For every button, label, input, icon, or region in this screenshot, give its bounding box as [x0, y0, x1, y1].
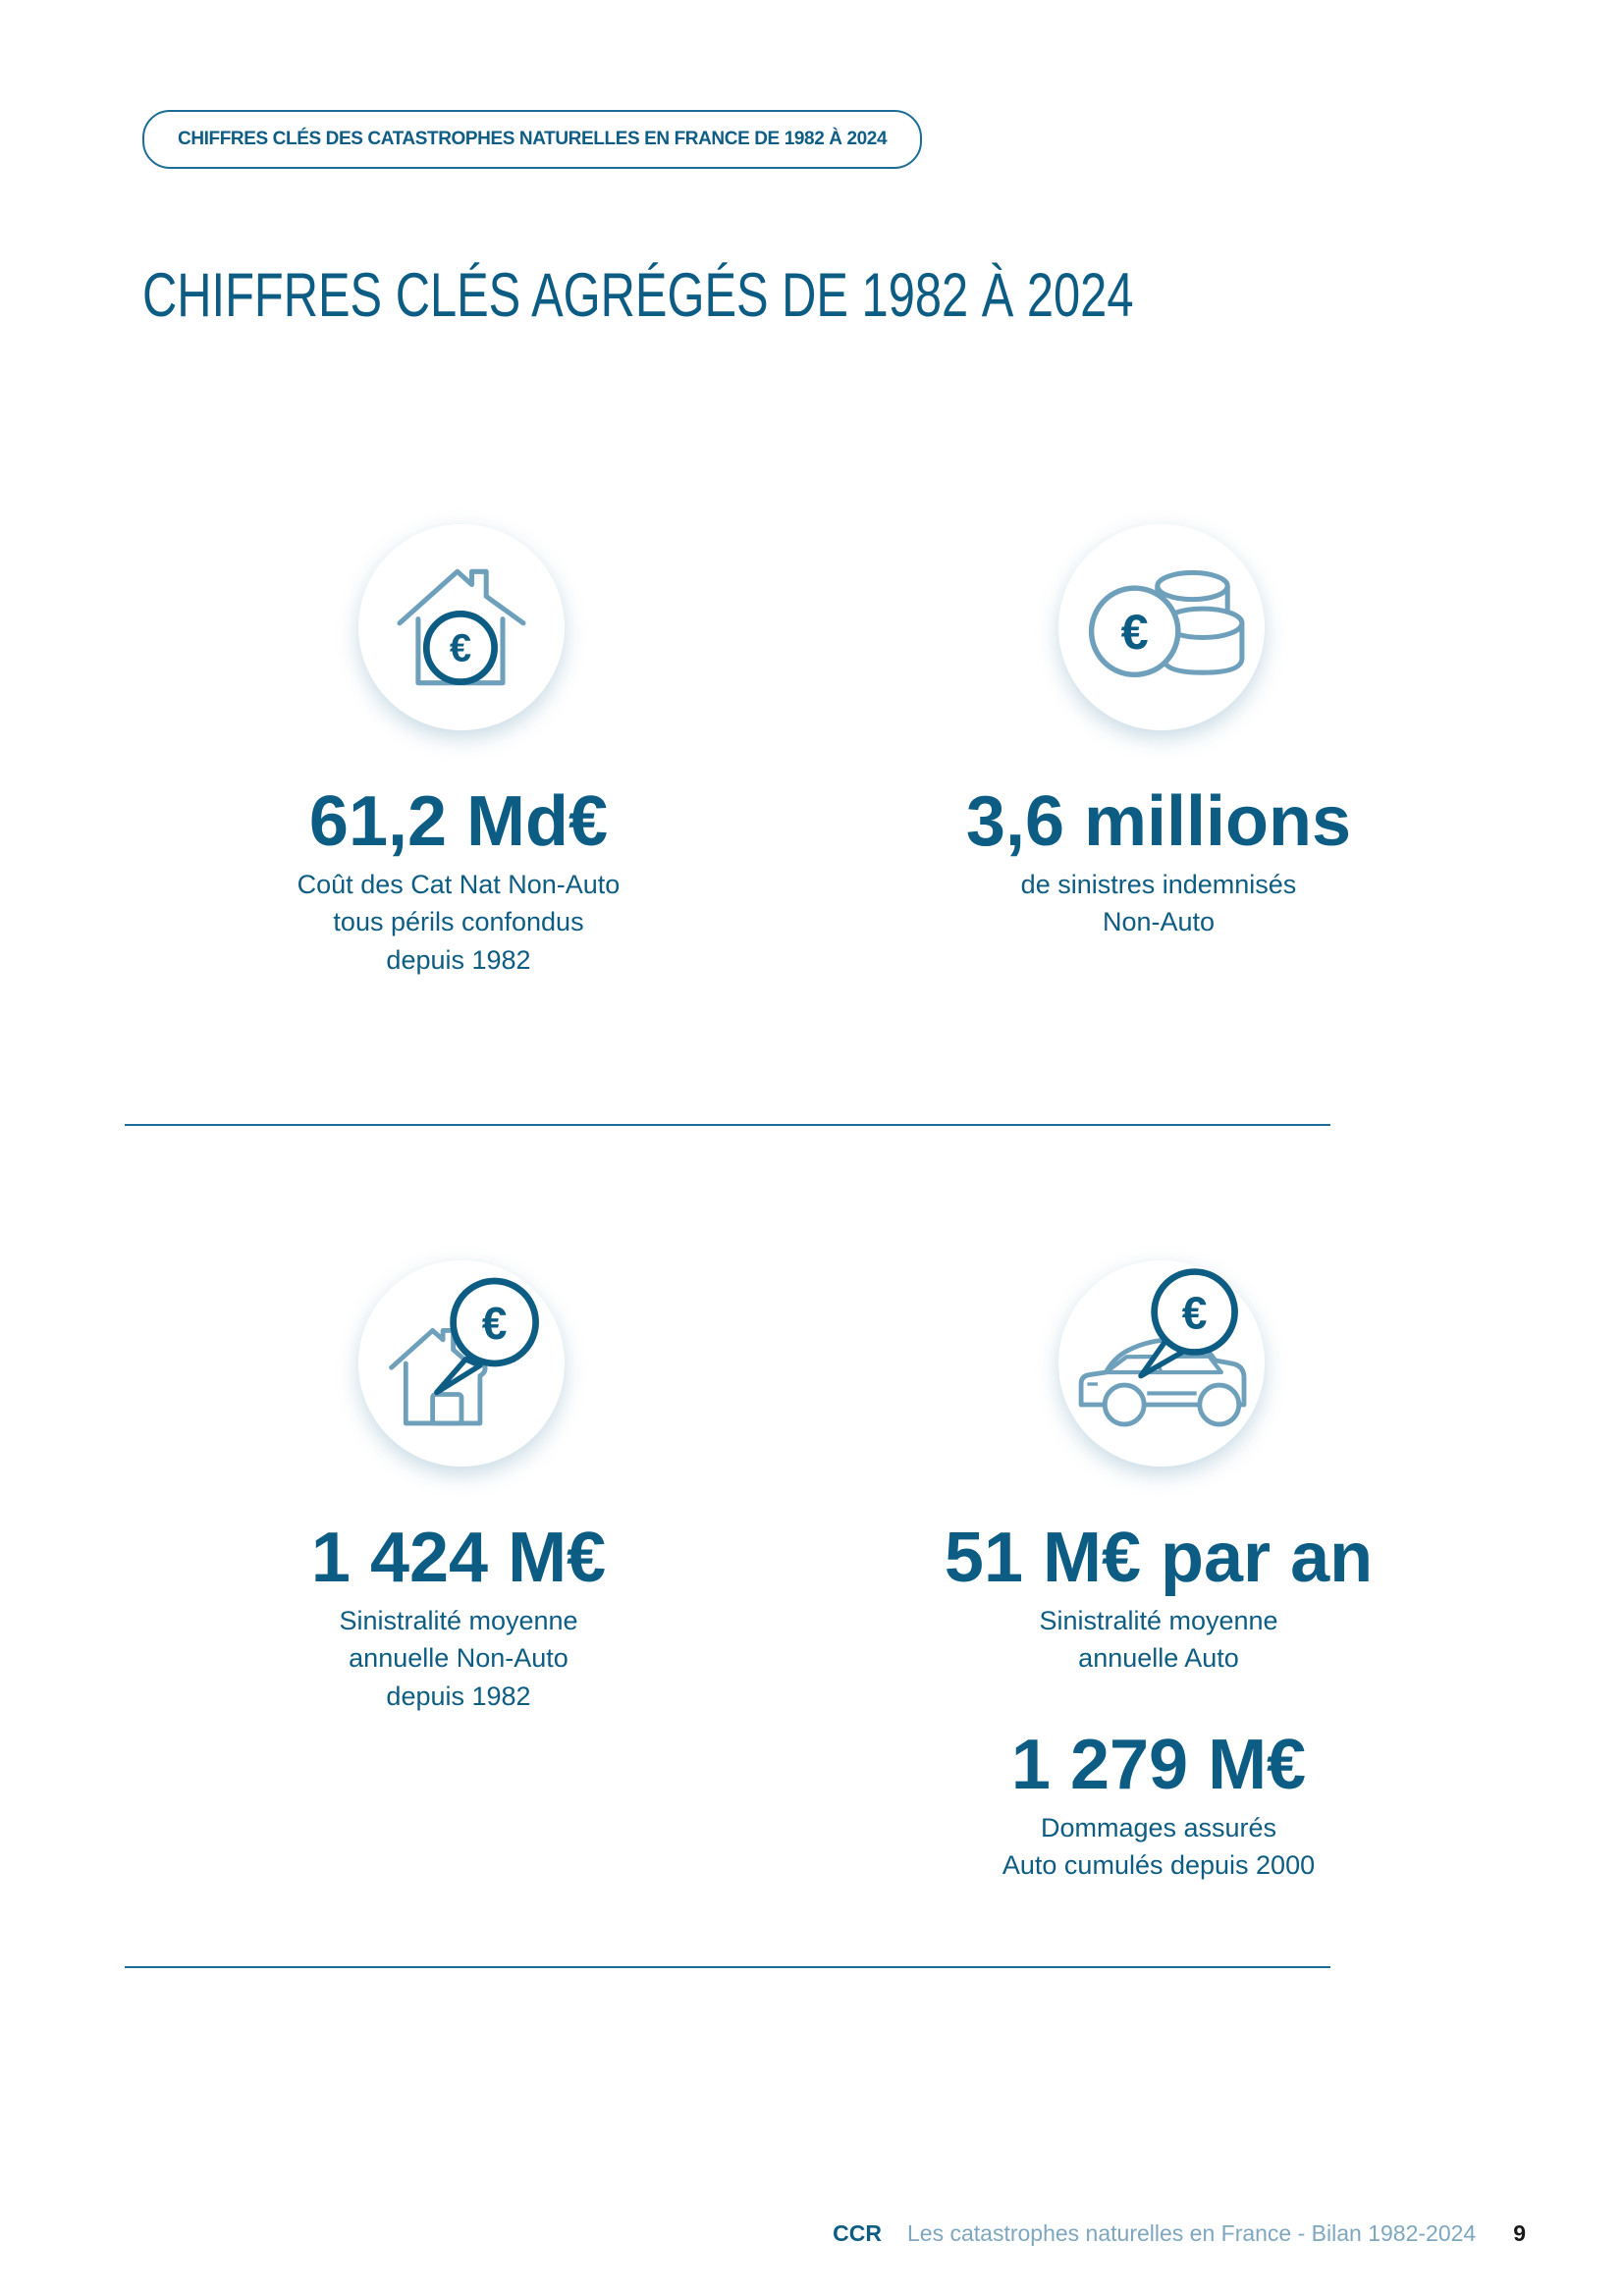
svg-text:€: €: [450, 627, 471, 670]
svg-text:€: €: [1121, 604, 1149, 660]
svg-text:€: €: [482, 1298, 508, 1349]
svg-text:€: €: [1182, 1287, 1208, 1338]
